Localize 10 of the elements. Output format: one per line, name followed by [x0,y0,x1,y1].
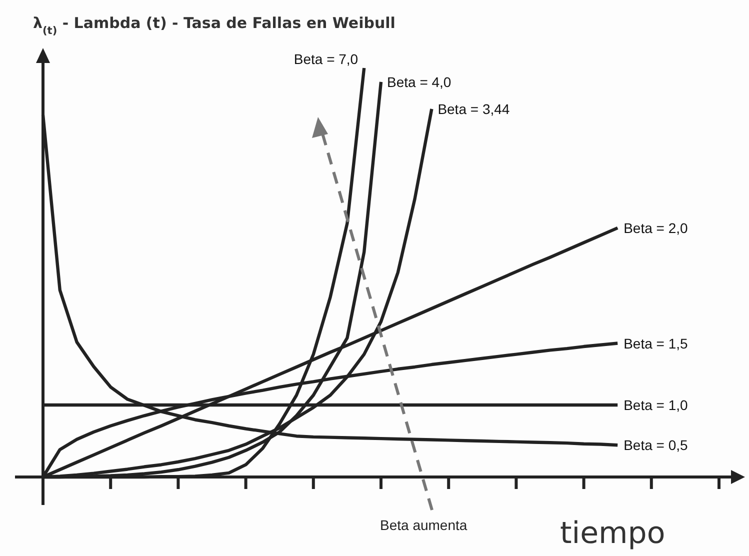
text: Beta aumenta [380,517,468,533]
series-label: Beta = 4,0 [387,74,452,90]
chart-title: λ$_{(t)}$ - Lambda (t) - Tasa de Fallas en Weibull [33,14,396,37]
series-label: Beta = 3,44 [438,100,510,117]
series-label: Beta = 1,5 [624,335,688,352]
series-label: Beta = 7,0 [294,51,358,67]
series-label: Beta = 2,0 [624,220,688,236]
x-axis-title: tiempo [560,516,666,551]
series-label: Beta = 1,0 [624,397,688,414]
series-label: Beta = 0,5 [624,437,688,454]
